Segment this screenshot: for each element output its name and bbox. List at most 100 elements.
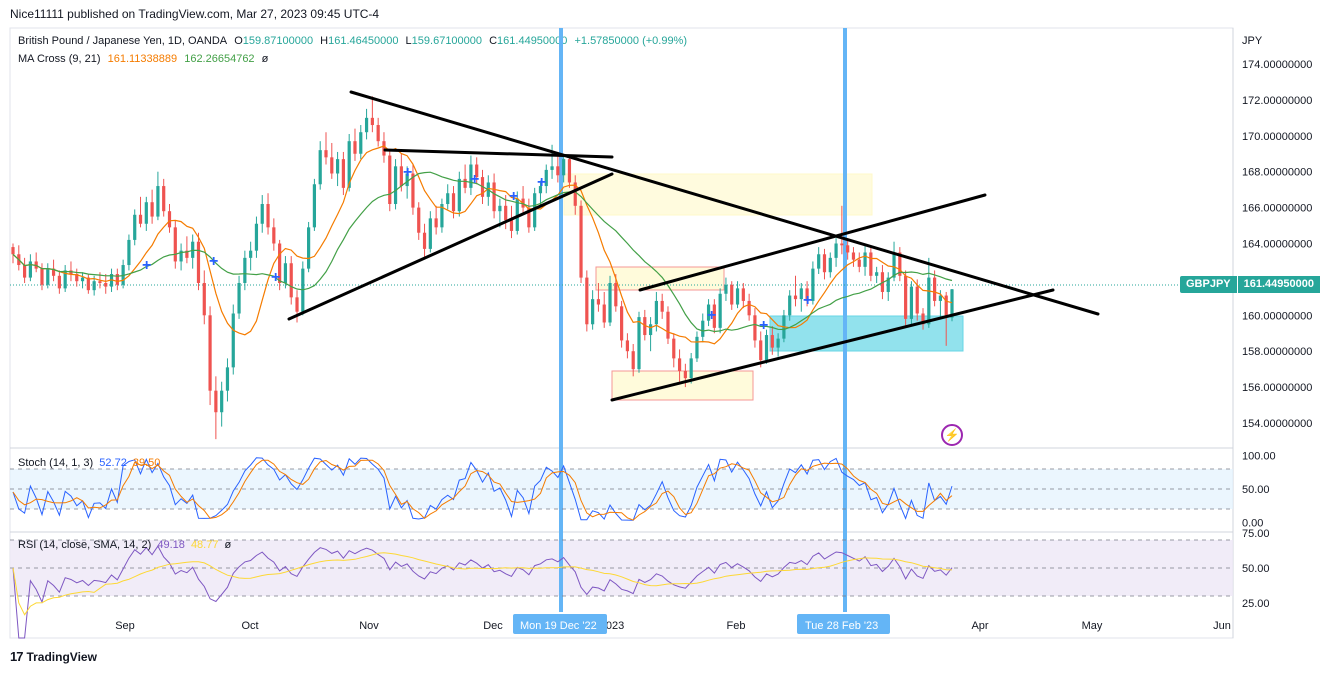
candle-body <box>11 247 15 255</box>
trendline-flat[interactable] <box>383 148 614 159</box>
candle-body <box>22 265 27 278</box>
lightning-icon[interactable]: ⚡ <box>941 424 963 446</box>
rsi-title[interactable]: RSI (14, close, SMA, 14, 2) <box>18 539 152 551</box>
ma-title[interactable]: MA Cross (9, 21) <box>18 53 101 65</box>
candle-body <box>312 184 317 228</box>
candle-body <box>811 268 815 301</box>
candle-body <box>550 166 554 170</box>
candle-body <box>173 227 177 262</box>
candle-body <box>393 166 398 205</box>
stoch-tick-label: 50.00 <box>1242 484 1270 496</box>
tradingview-logo: 17 <box>10 649 24 664</box>
candle-body <box>562 159 566 176</box>
candle-body <box>127 239 131 266</box>
candle-body <box>364 117 369 133</box>
trendline-main-resistance[interactable] <box>349 90 1100 316</box>
candle-body <box>730 284 734 305</box>
candle-body <box>718 293 722 328</box>
trendline-channel-high[interactable] <box>638 193 987 292</box>
price-tag-symbol: GBPJPY <box>1180 276 1237 293</box>
candle-body <box>817 254 821 269</box>
candle-body <box>625 340 630 352</box>
supply-zone[interactable] <box>563 173 873 216</box>
plus-icon: + <box>271 269 280 286</box>
candle-body <box>886 277 890 292</box>
price-tick-label: 174.00000000 <box>1242 59 1312 71</box>
plus-icon: + <box>537 174 546 191</box>
candle-body <box>933 277 937 301</box>
candle-body <box>185 250 189 258</box>
candle-body <box>57 275 61 289</box>
candle-body <box>376 125 380 142</box>
trendline-rising-support[interactable] <box>287 172 614 321</box>
candle-body <box>86 277 90 291</box>
candle-body <box>405 173 409 187</box>
candle-body <box>411 173 415 208</box>
trendlines[interactable] <box>287 90 1100 402</box>
candle-body <box>898 252 902 276</box>
trendline-channel-low[interactable] <box>610 288 1055 402</box>
plus-icon: + <box>803 292 812 309</box>
candle-body <box>92 281 96 291</box>
ohlc-close: C161.44950000 <box>489 35 568 47</box>
symbol-title[interactable]: British Pound / Japanese Yen, 1D, OANDA <box>18 35 228 47</box>
vline-feb[interactable] <box>843 28 847 612</box>
eye-icon[interactable]: ø <box>261 53 269 65</box>
candle-body <box>527 207 531 228</box>
candle-body <box>747 300 751 316</box>
eye-icon[interactable]: ø <box>224 539 232 551</box>
price-axis[interactable]: 174.00000000 172.00000000 170.00000000 168.… <box>1242 59 1312 430</box>
tradingview-footer[interactable]: 17 TradingView <box>10 649 97 664</box>
vline-dec[interactable] <box>559 28 563 612</box>
candle-body <box>434 218 438 228</box>
plus-icon: + <box>470 171 479 188</box>
zone-box-1[interactable] <box>595 266 725 291</box>
ma-slow-value: 162.26654762 <box>184 53 255 65</box>
candle-body <box>341 159 345 188</box>
time-tick-label: Dec <box>483 620 503 632</box>
candle-body <box>672 338 676 359</box>
candle-body <box>237 282 241 314</box>
candle-body <box>272 227 276 244</box>
price-tick-label: 172.00000000 <box>1242 95 1312 107</box>
candle-body <box>46 268 50 285</box>
candle-body <box>614 282 618 307</box>
rsi-sma-value: 48.77 <box>190 539 219 551</box>
time-axis[interactable]: Sep Oct Nov Dec 2023 Feb Apr May Jun <box>115 620 1231 632</box>
candle-body <box>805 288 809 301</box>
candle-body <box>921 313 925 325</box>
candle-body <box>770 335 774 348</box>
rsi-value: 49.18 <box>157 539 185 551</box>
time-tick-label: Nov <box>359 620 379 632</box>
symbol-legend: British Pound / Japanese Yen, 1D, OANDA … <box>18 35 691 47</box>
price-tick-label: 166.00000000 <box>1242 203 1312 215</box>
candle-body <box>840 243 844 246</box>
candle-body <box>648 324 653 336</box>
ohlc-low: L159.67100000 <box>405 35 483 47</box>
candle-body <box>504 205 508 221</box>
candle-body <box>654 300 658 325</box>
stoch-legend: Stoch (14, 1, 3) 52.72 39.50 <box>18 457 163 469</box>
candle-body <box>851 252 856 260</box>
stoch-title[interactable]: Stoch (14, 1, 3) <box>18 457 94 469</box>
stoch-k-line <box>12 457 953 521</box>
currency-label: JPY <box>1242 35 1263 47</box>
candle-body <box>254 223 259 251</box>
demand-zone[interactable] <box>769 315 964 352</box>
date-badge-feb-text: Tue 28 Feb '23 <box>805 620 878 632</box>
candle-body <box>231 313 235 368</box>
candle-body <box>892 252 896 278</box>
candle-body <box>492 182 496 212</box>
candle-body <box>764 335 769 361</box>
candle-body <box>660 300 664 312</box>
candle-body <box>620 306 624 341</box>
candle-body <box>335 159 340 174</box>
candle-body <box>788 295 792 316</box>
candle-body <box>579 205 583 278</box>
candle-body <box>202 282 206 316</box>
candle-body <box>446 193 450 205</box>
candle-body <box>133 214 137 240</box>
candle-body <box>249 250 253 258</box>
